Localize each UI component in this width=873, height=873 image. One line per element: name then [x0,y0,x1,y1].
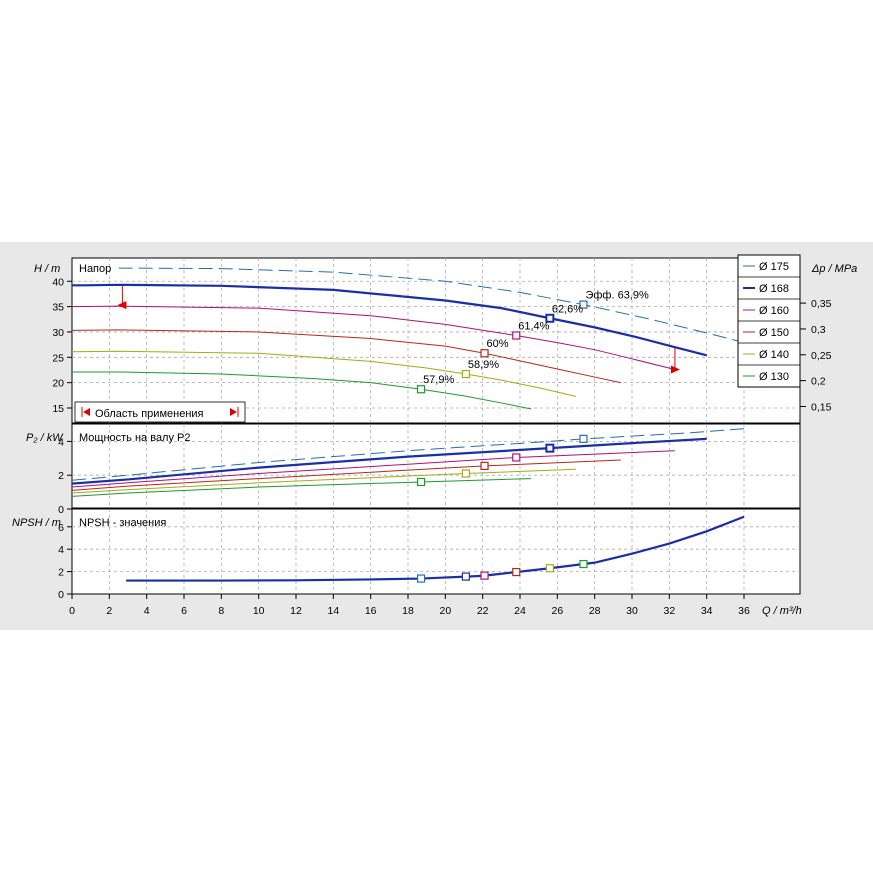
efficiency-point-marker [512,331,521,340]
range-min-arrow [117,301,127,310]
head-curve-d140 [71,350,577,397]
npsh-point-marker [545,564,554,573]
p-plot-area [71,423,801,509]
power-curve-d130 [71,478,532,497]
dp-tick-label: 0,2 [811,376,826,388]
x-tick-label: 2 [106,605,112,617]
power-point-marker [512,453,521,462]
h-tick-label: 15 [52,403,64,415]
npsh-point-marker [579,559,588,569]
application-range-label: Область применения [95,408,204,420]
legend-label: Ø 150 [759,327,789,339]
x-tick-label: 24 [514,605,526,617]
npsh-point-marker [461,572,470,581]
power-curve-d168 [71,437,707,485]
chart-svg: 0 2 4 6 8 10 12 14 16 18 20 22 24 26 28 30 32 34 36 Q / m³/… [12,254,857,617]
x-tick-label: 6 [181,605,187,617]
x-tick-label: 16 [365,605,377,617]
head-curve-d150 [71,329,621,384]
npsh-axis-title: NPSH / m [12,517,61,529]
dp-tick-label: 0,15 [811,402,832,414]
range-max-arrow [670,365,680,374]
x-tick-label: 30 [626,605,638,617]
power-point-marker [461,469,470,478]
x-tick-label: 4 [144,605,150,617]
efficiency-point-marker [545,313,555,323]
head-curve-d130 [72,371,532,410]
x-tick-label: 10 [253,605,265,617]
npsh-tick-label: 4 [58,544,64,556]
head-curve-d175 [118,267,773,351]
x-tick-label: 34 [701,605,713,617]
x-tick-label: 0 [69,605,75,617]
x-tick-label: 18 [402,605,414,617]
p-axis-title: P₂ / kW [26,432,64,444]
x-tick-label: 26 [551,605,563,617]
x-tick-label: 28 [589,605,601,617]
h-tick-label: 40 [52,276,64,288]
dp-tick-label: 0,35 [811,298,832,310]
range-left-marker [83,408,90,416]
p-panel-title: Мощность на валу P2 [79,432,191,444]
x-axis-title: Q / m³/h [762,605,802,617]
power-curve-d175 [71,428,745,481]
efficiency-point-label: 61,4% [518,320,549,332]
x-tick-label: 12 [290,605,302,617]
legend-label: Ø 130 [759,371,789,383]
x-tick-label: 8 [218,605,224,617]
dp-tick-label: 0,3 [811,324,826,336]
efficiency-point-label: Эфф. 63,9% [585,290,649,302]
dp-axis-title: Δp / MPa [811,263,857,275]
efficiency-point-label: 62,6% [552,303,583,315]
efficiency-point-label: 58,9% [468,359,499,371]
npsh-panel-title: NPSH - значения [79,517,166,529]
power-point-marker [480,461,489,471]
h-tick-label: 35 [52,302,64,314]
legend-label: Ø 140 [759,349,789,361]
application-range-box [74,401,246,423]
power-point-marker [579,434,588,443]
x-tick-label: 32 [663,605,675,617]
p-tick-label: 4 [58,436,64,448]
p-tick-label: 2 [58,470,64,482]
power-point-marker [545,443,555,453]
h-tick-label: 20 [52,378,64,390]
power-curve-d160 [71,450,675,488]
legend-label: Ø 168 [759,283,789,295]
pump-curve-chart: 0 2 4 6 8 10 12 14 16 18 20 22 24 26 28 30 32 34 36 Q / m³/… [0,242,873,630]
h-tick-label: 25 [52,352,64,364]
head-curve-d168 [72,283,707,357]
legend-label: Ø 160 [759,305,789,317]
range-right-marker [230,408,237,416]
efficiency-point-marker [579,300,588,309]
efficiency-point-marker [480,349,489,358]
npsh-point-marker [480,571,489,580]
x-tick-label: 14 [327,605,339,617]
efficiency-point-label: 57,9% [423,374,454,386]
efficiency-point-marker [416,385,426,394]
npsh-tick-label: 0 [58,589,64,601]
npsh-tick-label: 2 [58,567,64,579]
npsh-point-marker [512,567,521,577]
head-curve-d160 [71,305,676,370]
h-plot-area [71,257,801,424]
npsh-point-marker [416,574,426,583]
h-tick-label: 30 [52,327,64,339]
npsh-tick-label: 6 [58,522,64,534]
h-panel-title: Напор [79,263,111,275]
power-curve-d150 [71,459,621,491]
p-tick-label: 0 [58,504,64,516]
efficiency-point-marker [461,369,470,379]
power-point-marker [416,477,426,487]
efficiency-point-label: 60% [487,338,509,350]
x-tick-label: 36 [738,605,750,617]
legend-label: Ø 175 [759,261,789,273]
h-axis-title: H / m [34,263,60,275]
x-tick-label: 20 [439,605,451,617]
x-tick-label: 22 [477,605,489,617]
power-curve-d140 [71,468,577,494]
dp-tick-label: 0,25 [811,350,832,362]
